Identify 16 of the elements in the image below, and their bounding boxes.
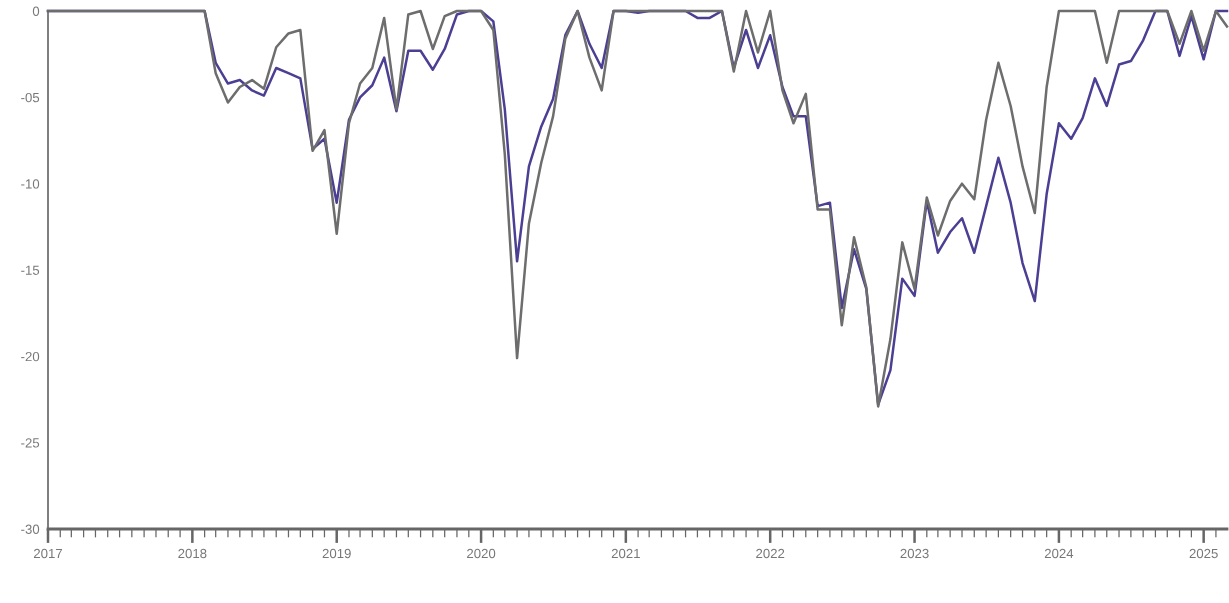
x-tick-label: 2024 xyxy=(1044,548,1074,559)
x-tick-label: 2025 xyxy=(1189,548,1218,559)
x-tick-label: 2022 xyxy=(756,548,785,559)
y-tick-label: -10 xyxy=(21,179,40,189)
x-tick-label: 2020 xyxy=(467,548,496,559)
x-tick-label: 2018 xyxy=(178,548,207,559)
x-tick-label: 2017 xyxy=(33,548,63,559)
x-tick-label: 2019 xyxy=(322,548,351,559)
x-tick-label: 2023 xyxy=(900,548,929,559)
y-tick-label: -05 xyxy=(21,92,40,103)
y-tick-label: -30 xyxy=(21,524,40,534)
y-tick-label: -20 xyxy=(21,351,40,362)
y-tick-label: -25 xyxy=(21,438,40,448)
y-tick-label: 0 xyxy=(32,6,40,16)
y-tick-label: -15 xyxy=(21,265,40,275)
x-tick-label: 2021 xyxy=(611,548,640,559)
